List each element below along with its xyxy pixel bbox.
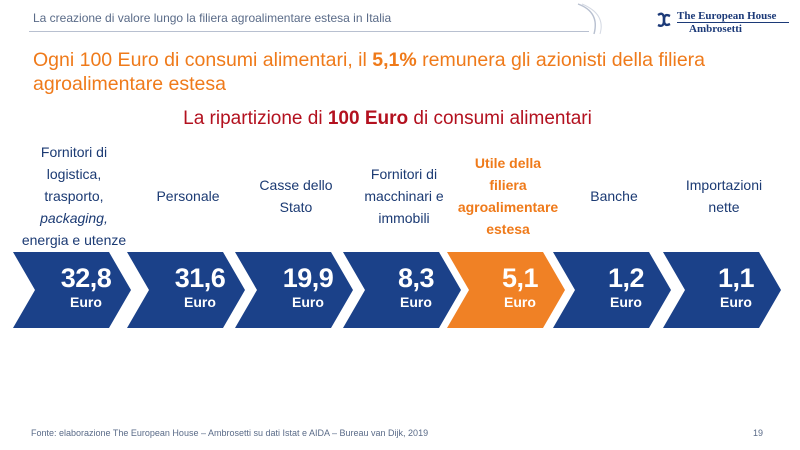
chevron-label: 1,2 Euro [571, 263, 681, 311]
category-label-line: Importazioni [685, 177, 763, 193]
category-label-line: Banche [590, 188, 638, 204]
company-logo: The European House Ambrosetti [655, 6, 795, 36]
category-label-line: Casse dello [259, 177, 333, 193]
chevron-label: 5,1 Euro [465, 263, 575, 311]
footer-source: Fonte: elaborazione The European House –… [31, 428, 429, 438]
chevron-segment [663, 252, 781, 328]
logo-line-1: The European House [677, 10, 777, 22]
category-label-line: logistica, [46, 166, 102, 182]
swoosh-decoration [577, 3, 602, 35]
category-label-line: Fornitori di [370, 166, 438, 182]
chevron-label: 32,8 Euro [31, 263, 141, 311]
chevron-value: 19,9 [282, 263, 334, 293]
category-label-line: Stato [279, 199, 313, 215]
chevron-segment [343, 252, 461, 328]
chevron-label: 8,3 Euro [361, 263, 471, 311]
category-label: Utile della filiera agroalimentare estesa [444, 140, 572, 252]
category-label-line: filiera [489, 177, 527, 193]
category-label: Personale [124, 140, 252, 252]
chevron-label: 31,6 Euro [145, 263, 255, 311]
chevron-value: 8,3 [397, 263, 435, 293]
chevron-segment [13, 252, 131, 328]
chevron-label: 19,9 Euro [253, 263, 363, 311]
chevron-unit: Euro [400, 294, 432, 310]
category-label-line: nette [708, 199, 740, 215]
headline: Ogni 100 Euro di consumi alimentari, il … [33, 48, 783, 96]
category-label: Casse dello Stato [232, 140, 360, 252]
category-label-line: immobili [378, 210, 430, 226]
chevron-unit: Euro [504, 294, 536, 310]
chevron-label: 1,1 Euro [681, 263, 791, 311]
chevron-value: 1,1 [717, 263, 755, 293]
category-label: Banche [550, 140, 678, 252]
chevron-segment [447, 252, 565, 328]
chevron-segment [127, 252, 245, 328]
category-label: Importazioni nette [660, 140, 788, 252]
chevron-value: 32,8 [60, 263, 112, 293]
category-label-line: Utile della [474, 155, 542, 171]
subtitle-suffix: di consumi alimentari [408, 108, 592, 129]
category-label-line: Fornitori di [40, 144, 108, 160]
category-label: Fornitori di logistica, trasporto, packagin… [10, 140, 138, 252]
header-divider [29, 31, 589, 32]
chevron-unit: Euro [184, 294, 216, 310]
chevron-value: 31,6 [174, 263, 226, 293]
chevron-segment [553, 252, 671, 328]
headline-suffix: remunera gli azionisti della filiera agr… [33, 49, 706, 95]
chevron-unit: Euro [720, 294, 752, 310]
category-label-line: trasporto, [44, 188, 104, 204]
headline-highlight: 5,1% [372, 49, 417, 71]
chevron-unit: Euro [292, 294, 324, 310]
logo-line-2: Ambrosetti [689, 23, 742, 35]
category-label-line: estesa [486, 221, 530, 237]
page-number: 19 [753, 428, 764, 438]
chevron-value: 1,2 [607, 263, 645, 293]
logo-mark-icon [657, 12, 671, 28]
subtitle: La ripartizione di 100 Euro di consumi a… [0, 108, 775, 130]
headline-prefix: Ogni 100 Euro di consumi alimentari, il [33, 49, 373, 71]
top-bar: La creazione di valore lungo la filiera … [0, 0, 800, 36]
category-label-line: packaging, [40, 210, 108, 226]
category-label-line: macchinari e [364, 188, 444, 204]
chevron-row [13, 252, 781, 328]
chevron-unit: Euro [70, 294, 102, 310]
category-label-line: Personale [156, 188, 220, 204]
chevron-value: 5,1 [501, 263, 539, 293]
chevron-unit: Euro [610, 294, 642, 310]
logo-rule [677, 22, 789, 23]
header-title: La creazione di valore lungo la filiera … [33, 11, 392, 25]
subtitle-highlight: 100 Euro [327, 108, 409, 129]
category-label-line: agroalimentare [457, 199, 559, 215]
category-label: Fornitori di macchinari e immobili [340, 140, 468, 252]
chevron-segment [235, 252, 353, 328]
subtitle-prefix: La ripartizione di [183, 108, 328, 129]
category-label-line: energia e utenze [21, 232, 127, 248]
